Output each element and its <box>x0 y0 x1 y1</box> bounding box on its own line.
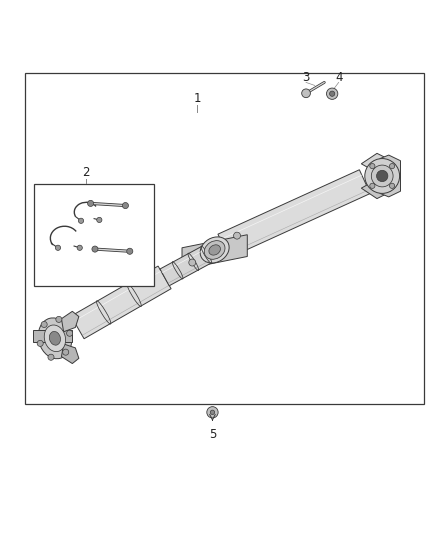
Circle shape <box>37 341 43 346</box>
Circle shape <box>370 183 375 189</box>
Circle shape <box>92 246 98 252</box>
Ellipse shape <box>204 240 225 259</box>
Circle shape <box>41 321 47 327</box>
Circle shape <box>389 164 395 169</box>
Text: 2: 2 <box>82 166 90 180</box>
Circle shape <box>56 317 62 322</box>
Bar <box>25 73 424 403</box>
Text: 4: 4 <box>335 71 343 84</box>
Polygon shape <box>361 182 386 199</box>
Polygon shape <box>218 169 370 258</box>
Circle shape <box>302 89 311 98</box>
Text: 5: 5 <box>209 427 216 441</box>
Circle shape <box>48 354 54 360</box>
Polygon shape <box>33 329 72 342</box>
Bar <box>34 184 154 286</box>
Circle shape <box>365 158 399 193</box>
Circle shape <box>97 217 102 223</box>
Circle shape <box>67 330 73 336</box>
Polygon shape <box>160 241 221 286</box>
Circle shape <box>122 203 128 208</box>
Circle shape <box>207 407 218 418</box>
Polygon shape <box>182 235 247 270</box>
Circle shape <box>371 165 393 187</box>
Circle shape <box>55 245 60 251</box>
Circle shape <box>233 232 240 239</box>
Ellipse shape <box>49 332 60 345</box>
Circle shape <box>77 245 82 251</box>
Polygon shape <box>361 154 386 169</box>
Circle shape <box>326 88 338 99</box>
Circle shape <box>88 200 94 206</box>
Circle shape <box>63 349 69 355</box>
Circle shape <box>377 171 388 182</box>
Polygon shape <box>61 344 79 364</box>
Ellipse shape <box>44 325 66 352</box>
Ellipse shape <box>200 237 229 263</box>
Polygon shape <box>380 155 400 197</box>
Circle shape <box>78 218 84 223</box>
Circle shape <box>127 248 133 254</box>
Ellipse shape <box>209 245 220 255</box>
Ellipse shape <box>38 318 71 359</box>
Circle shape <box>189 259 196 266</box>
Circle shape <box>389 183 395 189</box>
Circle shape <box>210 410 215 415</box>
Polygon shape <box>61 311 79 332</box>
Text: 1: 1 <box>194 92 201 106</box>
Circle shape <box>329 91 335 96</box>
Circle shape <box>370 164 375 169</box>
Polygon shape <box>71 266 171 339</box>
Text: 3: 3 <box>302 71 310 84</box>
